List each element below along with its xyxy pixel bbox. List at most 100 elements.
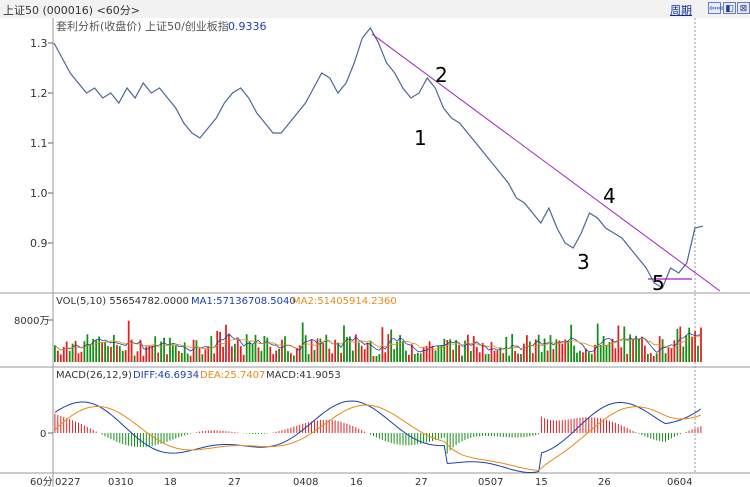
volume-bar [652, 355, 655, 362]
volume-bar [352, 350, 354, 362]
volume-bar [552, 349, 555, 362]
volume-bar [658, 336, 661, 362]
price-legend-title: 套利分析(收盘价) 上证50/创业板指 [56, 19, 229, 33]
volume-bar [337, 342, 339, 362]
volume-bar [372, 356, 375, 362]
volume-bar [62, 347, 65, 362]
volume-bar [514, 351, 516, 362]
volume-bar [393, 349, 396, 362]
layout-icon[interactable]: ◧ [723, 2, 736, 14]
volume-bar [248, 341, 251, 362]
volume-bar [443, 338, 446, 362]
volume-bar [638, 338, 640, 362]
volume-bar [104, 341, 106, 362]
volume-bar [310, 340, 313, 362]
volume-legend: VOL(5,10) 55654782.0000 [56, 296, 189, 307]
volume-bar [605, 345, 608, 362]
trend-line [371, 33, 721, 292]
x-axis-label: 27 [415, 477, 428, 487]
volume-bar [375, 355, 378, 362]
volume-bar [290, 353, 292, 362]
macd-dea: DEA:25.7407 [200, 370, 265, 381]
annotation-2: 2 [435, 63, 448, 87]
price-y-tick-label: 0.9 [30, 237, 48, 250]
volume-y-tick: 8000万 [14, 316, 49, 327]
volume-bar [526, 335, 528, 362]
price-y-tick-label: 1.0 [30, 187, 48, 200]
x-axis-label: 0604 [667, 477, 692, 487]
volume-bar [216, 331, 219, 362]
volume-bar [113, 335, 115, 362]
volume-bar [685, 335, 688, 362]
nav-arrows-icon[interactable]: ⇦⇨ [708, 2, 725, 14]
volume-bar [655, 353, 658, 362]
volume-bar [461, 355, 463, 362]
volume-bar [534, 339, 537, 362]
volume-bar [558, 340, 561, 362]
volume-bar [245, 334, 248, 362]
volume-bar [452, 349, 455, 362]
volume-bar [95, 340, 98, 362]
volume-bar [54, 345, 56, 362]
volume-bar [419, 353, 422, 362]
volume-bar [472, 336, 475, 362]
volume-bar [74, 340, 77, 362]
volume-bar [505, 336, 508, 362]
volume-bar [573, 345, 575, 362]
volume-bar [349, 336, 351, 362]
macd-diff-line [54, 400, 702, 474]
volume-ma1: MA1:57136708.5040 [191, 296, 296, 307]
volume-bar [700, 327, 702, 362]
annotation-5: 5 [652, 271, 665, 295]
chart-area[interactable]: 套利分析(收盘价) 上证50/创业板指 0.9336 1.3 1.2 1.1 1.0 0… [0, 18, 750, 487]
volume-bar [679, 326, 682, 362]
volume-bar [555, 339, 558, 362]
volume-bar [313, 349, 316, 362]
volume-bar [623, 326, 626, 362]
volume-bar [110, 346, 112, 362]
volume-bar [298, 345, 301, 362]
x-axis-label: 26 [598, 477, 611, 487]
volume-bar [116, 345, 118, 362]
volume-bar [301, 322, 304, 362]
volume-bar [629, 334, 632, 362]
volume-bar [121, 350, 124, 362]
volume-bar [287, 351, 289, 362]
volume-bar [667, 347, 670, 362]
volume-bar [169, 337, 171, 362]
volume-bar [561, 343, 564, 362]
volume-bar [434, 350, 437, 362]
volume-bar [682, 346, 685, 362]
volume-bar [263, 336, 266, 362]
close-icon[interactable]: ⊠ [737, 2, 750, 14]
volume-bar [231, 346, 233, 362]
volume-bar [331, 353, 334, 362]
volume-bar [163, 337, 165, 362]
period-button[interactable]: 周期 [670, 4, 692, 17]
volume-bar [399, 335, 401, 362]
macd-value: MACD:41.9053 [266, 370, 341, 381]
x-axis-label: 15 [535, 477, 548, 487]
volume-bar [596, 323, 599, 362]
volume-bar [334, 339, 337, 362]
volume-bar [411, 344, 413, 362]
volume-bar [369, 341, 372, 362]
volume-bar [316, 338, 319, 362]
volume-bar [139, 339, 142, 362]
volume-bar [549, 335, 552, 362]
volume-bar [239, 346, 242, 362]
volume-bar [455, 340, 457, 362]
security-title: 上证50 (000016) <60分> [3, 4, 140, 17]
volume-bar [408, 354, 410, 362]
volume-bar [366, 343, 369, 362]
volume-bar [295, 348, 298, 362]
volume-bar [531, 353, 534, 362]
volume-bar [172, 345, 174, 362]
volume-bar [647, 353, 649, 362]
volume-bar [484, 354, 487, 362]
volume-bar [189, 355, 192, 362]
price-series-line [53, 26, 704, 289]
volume-bar [490, 341, 493, 362]
volume-bar [207, 346, 210, 362]
annotation-1: 1 [414, 126, 427, 150]
